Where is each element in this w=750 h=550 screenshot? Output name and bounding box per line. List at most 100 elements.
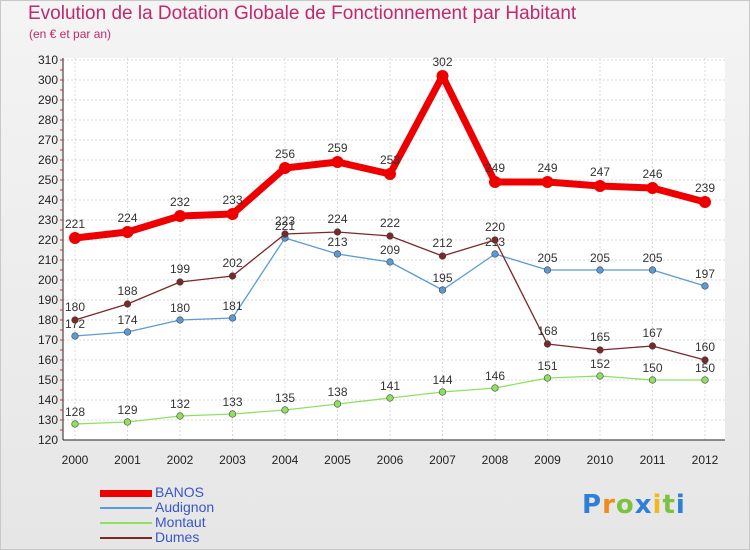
point-dumes xyxy=(438,252,447,260)
point-dumes xyxy=(281,230,289,238)
point-audignon xyxy=(123,328,132,336)
point-audignon xyxy=(176,316,184,324)
point-montaut xyxy=(543,374,552,382)
point-montaut xyxy=(281,406,289,414)
y-tick-label: 270 xyxy=(38,133,58,147)
y-tick-label: 220 xyxy=(38,233,58,247)
y-tick-label: 130 xyxy=(38,413,58,427)
y-tick-label: 230 xyxy=(38,213,58,227)
data-label-banos: 249 xyxy=(485,161,505,175)
data-label-montaut: 146 xyxy=(485,369,505,383)
point-audignon xyxy=(648,266,657,274)
data-label-dumes: 222 xyxy=(380,216,400,230)
y-tick-label: 170 xyxy=(38,333,58,347)
point-dumes xyxy=(123,300,132,308)
data-label-dumes: 180 xyxy=(65,300,85,314)
y-tick-label: 150 xyxy=(38,373,58,387)
x-tick-label: 2009 xyxy=(534,453,561,467)
x-tick-label: 2010 xyxy=(587,453,614,467)
data-label-dumes: 167 xyxy=(642,326,662,340)
y-tick-label: 120 xyxy=(38,433,58,447)
data-label-banos: 246 xyxy=(642,167,662,181)
y-tick-label: 240 xyxy=(38,193,58,207)
legend-label: BANOS xyxy=(155,484,205,500)
point-audignon xyxy=(438,286,447,294)
point-montaut xyxy=(596,372,604,380)
point-montaut xyxy=(438,388,447,396)
data-label-banos: 249 xyxy=(537,161,557,175)
point-dumes xyxy=(228,272,237,280)
data-label-montaut: 129 xyxy=(117,403,137,417)
point-banos xyxy=(226,208,239,220)
data-label-banos: 232 xyxy=(170,195,190,209)
point-montaut xyxy=(701,376,709,384)
y-tick-label: 200 xyxy=(38,273,58,287)
point-banos xyxy=(436,70,449,82)
data-label-banos: 224 xyxy=(117,211,137,225)
x-tick-label: 2000 xyxy=(62,453,89,467)
legend-label: Dumes xyxy=(155,529,200,545)
data-label-dumes: 220 xyxy=(485,220,505,234)
y-tick-label: 250 xyxy=(38,173,58,187)
plot-area xyxy=(63,58,725,440)
y-tick-label: 190 xyxy=(38,293,58,307)
point-banos xyxy=(594,180,606,192)
point-banos xyxy=(279,162,291,174)
data-label-audignon: 205 xyxy=(642,251,662,265)
data-label-banos: 259 xyxy=(327,141,347,155)
point-montaut xyxy=(71,420,79,428)
data-label-dumes: 160 xyxy=(695,340,715,354)
point-banos xyxy=(174,210,186,222)
legend-swatch xyxy=(100,537,152,539)
data-label-dumes: 224 xyxy=(327,212,347,226)
data-label-dumes: 202 xyxy=(222,256,242,270)
logo-letter: i xyxy=(675,490,686,520)
data-label-montaut: 152 xyxy=(590,357,610,371)
y-tick-label: 280 xyxy=(38,113,58,127)
legend-label: Montaut xyxy=(155,514,206,530)
data-label-montaut: 128 xyxy=(65,405,85,419)
data-label-dumes: 165 xyxy=(590,330,610,344)
data-label-audignon: 174 xyxy=(117,313,137,327)
y-tick-label: 310 xyxy=(38,53,58,67)
legend-swatch xyxy=(100,522,152,524)
data-label-banos: 239 xyxy=(695,181,715,195)
y-tick-label: 210 xyxy=(38,253,58,267)
point-banos xyxy=(699,196,711,208)
point-montaut xyxy=(386,394,394,402)
point-dumes xyxy=(176,278,184,286)
data-label-dumes: 223 xyxy=(275,214,295,228)
logo-letter: P xyxy=(582,490,603,520)
point-dumes xyxy=(386,232,394,240)
point-audignon xyxy=(71,332,79,340)
data-label-audignon: 172 xyxy=(65,317,85,331)
data-label-banos: 253 xyxy=(380,153,400,167)
data-label-audignon: 213 xyxy=(327,235,347,249)
point-dumes xyxy=(491,236,499,244)
data-label-montaut: 150 xyxy=(695,361,715,375)
point-montaut xyxy=(176,412,184,420)
chart-title: Evolution de la Dotation Globale de Fonc… xyxy=(28,3,577,24)
point-dumes xyxy=(701,356,709,364)
x-tick-label: 2006 xyxy=(377,453,404,467)
data-label-audignon: 181 xyxy=(222,299,242,313)
y-tick-label: 290 xyxy=(38,93,58,107)
data-label-dumes: 168 xyxy=(537,324,557,338)
data-label-banos: 302 xyxy=(432,55,452,69)
legend-label: Audignon xyxy=(155,499,215,515)
data-label-audignon: 180 xyxy=(170,301,190,315)
data-label-montaut: 150 xyxy=(642,361,662,375)
data-label-montaut: 133 xyxy=(222,395,242,409)
y-tick-label: 140 xyxy=(38,393,58,407)
x-tick-label: 2012 xyxy=(692,453,719,467)
data-label-banos: 221 xyxy=(65,217,85,231)
y-tick-label: 260 xyxy=(38,153,58,167)
y-tick-label: 160 xyxy=(38,353,58,367)
y-tick-label: 300 xyxy=(38,73,58,87)
data-label-audignon: 205 xyxy=(590,251,610,265)
point-banos xyxy=(646,182,659,194)
point-montaut xyxy=(228,410,237,418)
point-banos xyxy=(331,156,344,168)
data-label-audignon: 221 xyxy=(275,219,295,233)
